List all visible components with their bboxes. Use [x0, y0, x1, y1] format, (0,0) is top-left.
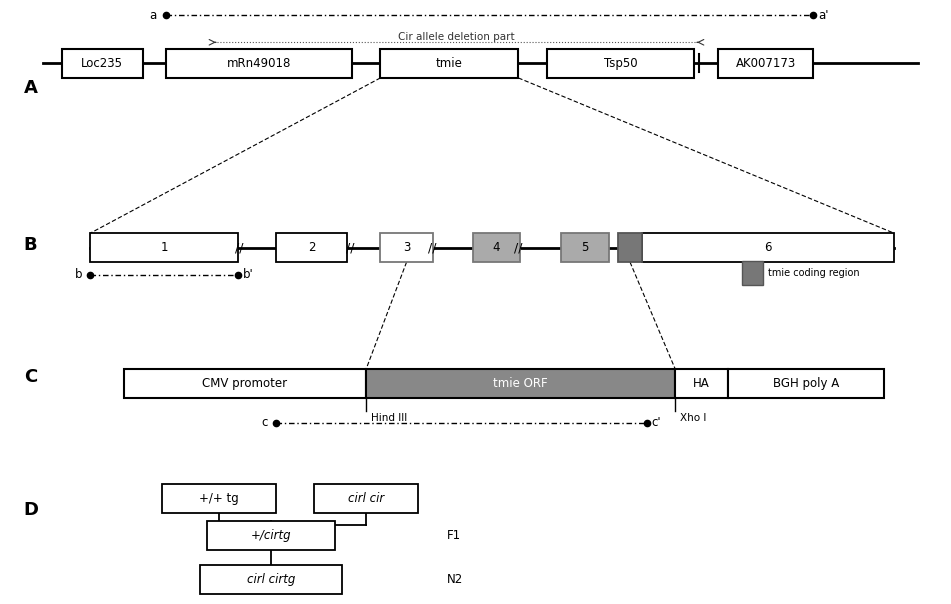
FancyBboxPatch shape	[547, 49, 694, 78]
FancyBboxPatch shape	[166, 49, 352, 78]
FancyBboxPatch shape	[742, 261, 763, 285]
FancyBboxPatch shape	[473, 233, 520, 262]
Text: b: b	[75, 268, 83, 281]
Text: CMV promoter: CMV promoter	[203, 377, 287, 390]
Text: 1: 1	[161, 241, 167, 254]
Text: D: D	[24, 501, 39, 519]
FancyBboxPatch shape	[314, 484, 418, 513]
FancyBboxPatch shape	[380, 49, 518, 78]
Text: Hind III: Hind III	[371, 413, 407, 423]
Text: N2: N2	[447, 573, 463, 586]
Text: Cir allele deletion part: Cir allele deletion part	[398, 31, 514, 42]
Text: //: //	[429, 241, 437, 254]
FancyBboxPatch shape	[200, 565, 342, 594]
Text: BGH poly A: BGH poly A	[773, 377, 839, 390]
FancyBboxPatch shape	[124, 369, 366, 398]
FancyBboxPatch shape	[62, 49, 143, 78]
Text: c: c	[262, 416, 268, 429]
Text: F1: F1	[447, 529, 461, 542]
Text: mRn49018: mRn49018	[227, 57, 291, 70]
Text: //: //	[514, 241, 522, 254]
FancyBboxPatch shape	[162, 484, 276, 513]
FancyBboxPatch shape	[206, 521, 335, 550]
Text: cirl cir: cirl cir	[348, 492, 384, 505]
Text: cirl cirtg: cirl cirtg	[247, 573, 295, 586]
Text: Xho I: Xho I	[680, 413, 707, 423]
FancyBboxPatch shape	[728, 369, 884, 398]
Text: A: A	[24, 79, 38, 97]
Text: tmie: tmie	[436, 57, 463, 70]
Text: //: //	[346, 241, 354, 254]
Text: tmie ORF: tmie ORF	[494, 377, 548, 390]
Text: 2: 2	[308, 241, 315, 254]
Text: c': c'	[651, 416, 661, 429]
Text: +/cirtg: +/cirtg	[251, 529, 291, 542]
Text: Loc235: Loc235	[81, 57, 124, 70]
Text: a': a'	[818, 8, 828, 22]
Text: a: a	[149, 8, 157, 22]
Text: C: C	[24, 368, 37, 387]
FancyBboxPatch shape	[561, 233, 609, 262]
Text: Tsp50: Tsp50	[604, 57, 637, 70]
FancyBboxPatch shape	[380, 233, 433, 262]
Text: HA: HA	[693, 377, 709, 390]
Text: b': b'	[243, 268, 253, 281]
FancyBboxPatch shape	[675, 369, 728, 398]
Text: +/+ tg: +/+ tg	[199, 492, 239, 505]
Text: B: B	[24, 236, 37, 254]
FancyBboxPatch shape	[618, 233, 642, 262]
FancyBboxPatch shape	[718, 49, 813, 78]
Text: tmie coding region: tmie coding region	[768, 268, 860, 278]
FancyBboxPatch shape	[90, 233, 238, 262]
Text: 4: 4	[493, 241, 500, 254]
FancyBboxPatch shape	[642, 233, 894, 262]
Text: 6: 6	[765, 241, 771, 254]
Text: //: //	[236, 241, 243, 254]
Text: 5: 5	[581, 241, 589, 254]
FancyBboxPatch shape	[276, 233, 347, 262]
FancyBboxPatch shape	[366, 369, 675, 398]
Text: AK007173: AK007173	[735, 57, 796, 70]
Text: 3: 3	[403, 241, 410, 254]
